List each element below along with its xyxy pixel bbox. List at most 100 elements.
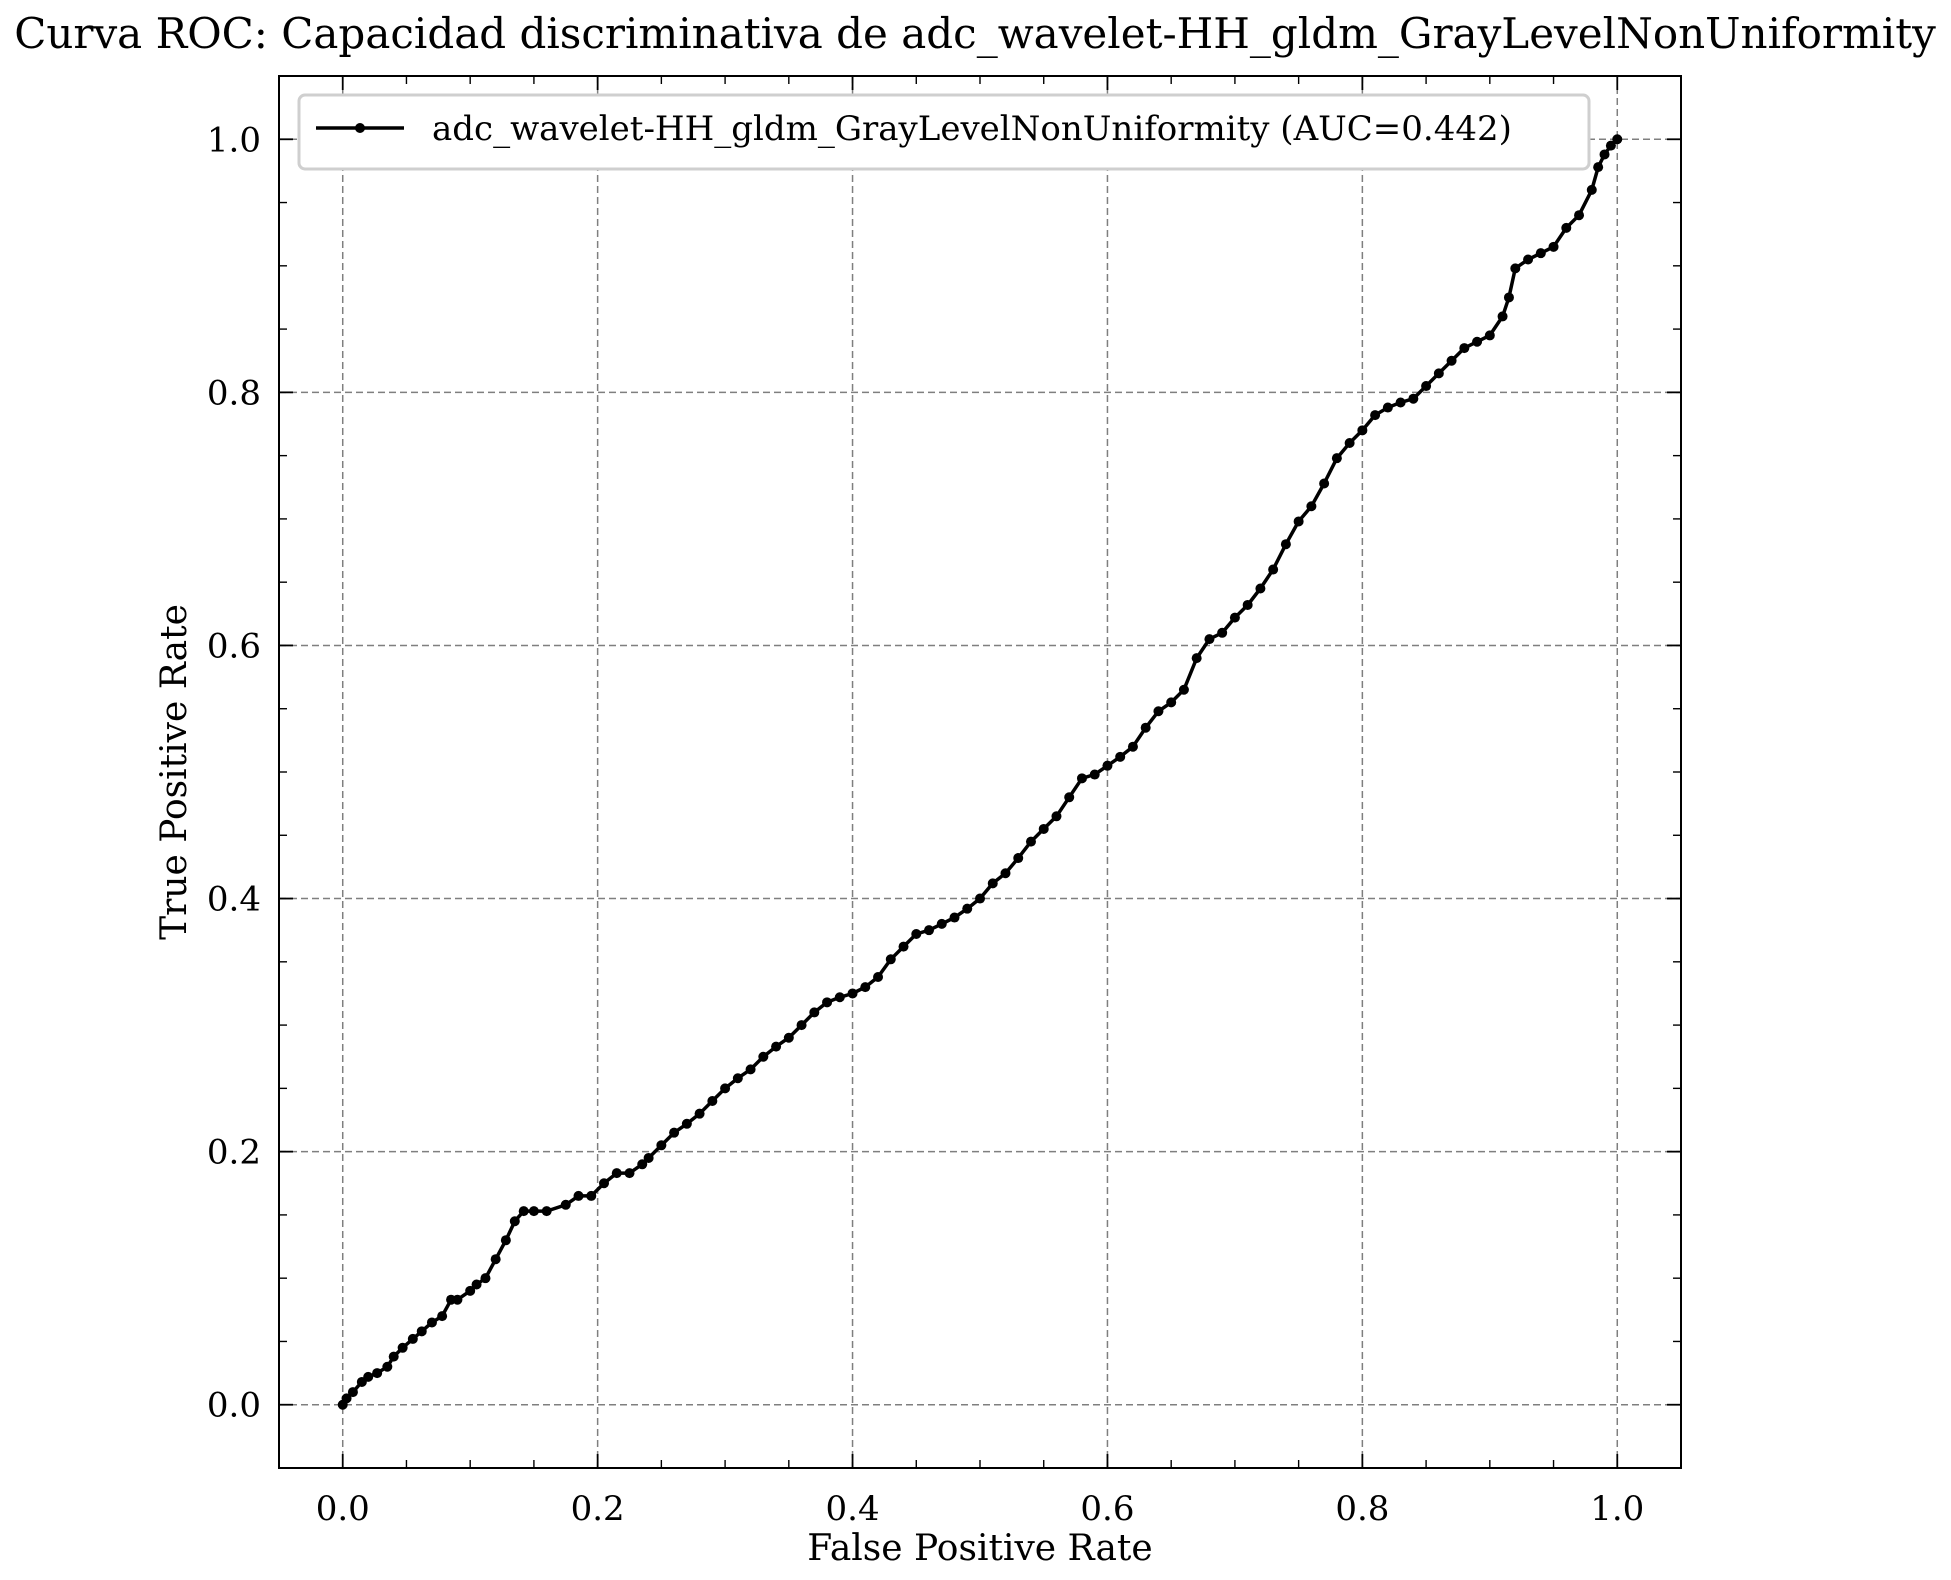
roc-point xyxy=(1102,760,1113,771)
x-tick-label: 0.2 xyxy=(571,1489,625,1529)
roc-point xyxy=(987,878,998,889)
roc-point xyxy=(975,893,985,904)
chart-title: Curva ROC: Capacidad discriminativa de a… xyxy=(14,9,1936,58)
roc-point xyxy=(1191,653,1202,664)
series-layer xyxy=(337,134,1623,1410)
grid-lines xyxy=(279,76,1681,1468)
roc-point xyxy=(560,1199,571,1210)
y-tick-label: 0.6 xyxy=(207,626,261,666)
roc-point xyxy=(437,1311,448,1322)
roc-point xyxy=(363,1371,374,1382)
roc-point xyxy=(745,1064,756,1075)
roc-point xyxy=(962,903,973,914)
plot-frame xyxy=(278,75,1682,1469)
x-tick-label: 0.0 xyxy=(316,1489,370,1529)
roc-point xyxy=(1025,836,1036,847)
roc-point xyxy=(822,997,833,1008)
roc-point xyxy=(416,1326,427,1337)
roc-point xyxy=(834,992,845,1003)
roc-point xyxy=(611,1168,622,1179)
y-tick-label: 0.8 xyxy=(207,373,261,413)
roc-point xyxy=(541,1206,552,1217)
roc-point xyxy=(1038,823,1049,834)
roc-point xyxy=(771,1041,782,1052)
roc-point xyxy=(1357,425,1368,436)
roc-point xyxy=(471,1279,482,1290)
roc-point xyxy=(911,928,922,939)
roc-point xyxy=(860,982,871,993)
roc-point xyxy=(586,1190,597,1201)
roc-point xyxy=(1178,684,1189,695)
roc-point xyxy=(1395,397,1406,408)
roc-point xyxy=(1076,773,1087,784)
roc-point xyxy=(1140,722,1151,733)
roc-point xyxy=(720,1083,731,1094)
roc-point xyxy=(1523,254,1534,265)
roc-point xyxy=(796,1020,807,1031)
roc-point xyxy=(637,1159,648,1170)
roc-point xyxy=(898,941,909,952)
roc-point xyxy=(1229,612,1240,623)
roc-point xyxy=(873,972,884,983)
roc-point xyxy=(624,1168,635,1179)
roc-point xyxy=(1535,248,1546,259)
roc-point xyxy=(681,1118,692,1129)
roc-point xyxy=(452,1294,463,1305)
x-tick-label: 0.4 xyxy=(826,1489,880,1529)
roc-point xyxy=(809,1007,820,1018)
roc-point xyxy=(372,1368,383,1379)
roc-point xyxy=(347,1387,358,1398)
roc-point xyxy=(885,954,896,965)
roc-point xyxy=(1497,311,1508,322)
y-tick-label: 0.4 xyxy=(207,880,261,920)
y-tick-label: 0.2 xyxy=(207,1133,261,1173)
roc-point xyxy=(1459,343,1470,354)
roc-point xyxy=(1204,634,1215,645)
roc-point xyxy=(528,1206,539,1217)
roc-point xyxy=(847,988,858,999)
roc-point xyxy=(573,1190,584,1201)
x-tick-labels: 0.0 0.2 0.4 0.6 0.8 1.0 xyxy=(316,1489,1645,1529)
roc-point xyxy=(1344,437,1355,448)
y-axis-label: True Positive Rate xyxy=(154,604,195,940)
roc-point xyxy=(1370,410,1381,421)
roc-point xyxy=(949,912,960,923)
roc-point xyxy=(382,1361,393,1372)
roc-point xyxy=(1319,478,1330,489)
y-tick-labels: 0.0 0.2 0.4 0.6 0.8 1.0 xyxy=(207,120,261,1425)
roc-point xyxy=(1612,134,1623,145)
roc-point xyxy=(1293,516,1304,527)
roc-point xyxy=(1408,393,1419,404)
roc-point xyxy=(643,1152,654,1163)
y-tick-label: 0.0 xyxy=(207,1386,261,1426)
roc-point xyxy=(599,1178,610,1189)
roc-point xyxy=(1331,453,1342,464)
roc-point xyxy=(1421,381,1432,392)
roc-point xyxy=(1306,501,1317,512)
roc-point xyxy=(1503,292,1514,303)
roc-point xyxy=(500,1235,511,1246)
legend-marker-swatch xyxy=(355,123,365,133)
roc-point xyxy=(1472,336,1483,347)
roc-point xyxy=(1064,792,1075,803)
roc-point xyxy=(341,1393,352,1404)
roc-point xyxy=(426,1317,437,1328)
roc-point xyxy=(1586,184,1597,195)
roc-point xyxy=(465,1285,476,1296)
roc-point xyxy=(518,1206,529,1217)
roc-point xyxy=(1268,564,1279,575)
roc-point xyxy=(509,1216,520,1227)
roc-point xyxy=(1433,368,1444,379)
roc-point xyxy=(1217,627,1228,638)
roc-point xyxy=(1013,853,1024,864)
roc-point xyxy=(1153,706,1164,717)
roc-point xyxy=(1510,263,1521,274)
roc-point xyxy=(1166,697,1177,708)
roc-point xyxy=(1593,162,1604,173)
roc-point xyxy=(732,1073,743,1084)
x-tick-label: 1.0 xyxy=(1590,1489,1644,1529)
roc-point xyxy=(1089,769,1100,780)
roc-point xyxy=(1255,583,1266,594)
roc-point xyxy=(1484,330,1495,341)
